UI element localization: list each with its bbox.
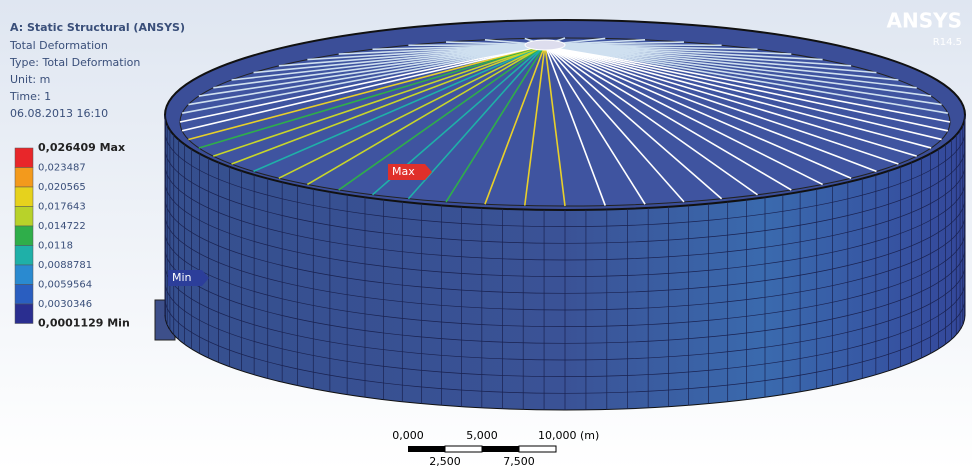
scale-label: 10,000 (m) xyxy=(538,429,599,442)
legend-swatch xyxy=(15,226,33,246)
header-title: A: Static Structural (ANSYS) xyxy=(10,21,185,34)
legend-label: 0,017643 xyxy=(38,202,86,213)
scale-label: 7,500 xyxy=(503,455,535,468)
legend-swatch xyxy=(15,207,33,227)
viewport: A: Static Structural (ANSYS) Total Defor… xyxy=(0,0,972,470)
legend-swatch xyxy=(15,246,33,266)
header-line: Unit: m xyxy=(10,73,50,86)
scale-label: 0,000 xyxy=(392,429,424,442)
legend-label: 0,0001129 Min xyxy=(38,317,130,330)
brand-name: ANSYS xyxy=(886,9,962,33)
legend-swatch xyxy=(15,168,33,188)
header-line: Total Deformation xyxy=(9,39,108,52)
legend-swatch xyxy=(15,187,33,207)
legend-label: 0,026409 Max xyxy=(38,141,125,154)
scale-label: 2,500 xyxy=(429,455,461,468)
scale-segment xyxy=(482,446,519,452)
scale-label: 5,000 xyxy=(466,429,498,442)
scale-segment xyxy=(445,446,482,452)
min-probe-label: Min xyxy=(172,271,192,284)
legend-label: 0,0059564 xyxy=(38,280,92,291)
roof-crown xyxy=(525,40,565,50)
legend-swatch xyxy=(15,285,33,305)
legend-swatch xyxy=(15,265,33,285)
scale-bar xyxy=(408,446,556,452)
legend-label: 0,020565 xyxy=(38,182,86,193)
legend-swatch xyxy=(15,148,33,168)
scale-segment xyxy=(408,446,445,452)
legend-label: 0,0118 xyxy=(38,241,73,252)
legend-label: 0,014722 xyxy=(38,221,86,232)
max-probe-label: Max xyxy=(392,165,415,178)
tank-model xyxy=(155,20,965,410)
brand-version: R14.5 xyxy=(933,37,962,48)
legend-label: 0,0030346 xyxy=(38,299,92,310)
legend-label: 0,0088781 xyxy=(38,260,92,271)
header-line: Type: Total Deformation xyxy=(9,56,140,69)
header-line: 06.08.2013 16:10 xyxy=(10,107,108,120)
legend-swatch xyxy=(15,304,33,324)
header-line: Time: 1 xyxy=(9,90,51,103)
scale-segment xyxy=(519,446,556,452)
legend-label: 0,023487 xyxy=(38,163,86,174)
